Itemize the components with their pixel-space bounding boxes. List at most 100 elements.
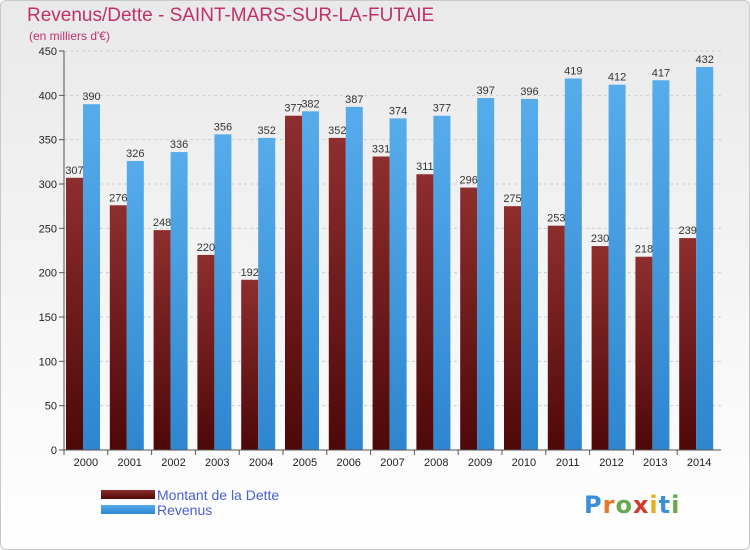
- bar-revenus: [696, 66, 714, 451]
- data-labels: 3073902763262483362203561923523773823523…: [65, 54, 714, 279]
- data-label-revenus: 387: [345, 94, 363, 106]
- bar-dette: [635, 256, 653, 450]
- data-label-dette: 331: [372, 144, 390, 156]
- legend: Montant de la Dette Revenus: [101, 486, 280, 518]
- logo-letter: i: [649, 491, 659, 519]
- y-tick-label: 0: [51, 445, 57, 457]
- y-tick-label: 50: [45, 401, 57, 413]
- bar-revenus: [170, 152, 188, 450]
- bar-revenus: [521, 98, 538, 450]
- bar-revenus: [433, 115, 451, 450]
- data-label-revenus: 377: [433, 103, 451, 115]
- legend-swatch-dette: [101, 490, 155, 499]
- logo-letter: P: [584, 491, 603, 519]
- x-tick-label: 2008: [424, 457, 448, 469]
- bar-dette: [241, 279, 259, 450]
- data-label-dette: 192: [241, 267, 259, 279]
- data-label-dette: 307: [65, 165, 83, 177]
- y-tick-label: 150: [39, 312, 57, 324]
- bar-dette: [109, 205, 127, 450]
- legend-item-dette: Montant de la Dette: [101, 486, 280, 503]
- data-label-dette: 218: [635, 244, 653, 256]
- bar-revenus: [608, 84, 626, 451]
- chart-title: Revenus/Dette - SAINT-MARS-SUR-LA-FUTAIE: [27, 5, 435, 26]
- bar-revenus: [258, 137, 276, 451]
- data-label-revenus: 432: [696, 54, 714, 66]
- x-tick-label: 2010: [512, 457, 536, 469]
- data-label-revenus: 352: [258, 125, 276, 137]
- data-label-revenus: 419: [564, 65, 582, 77]
- bar-dette: [66, 177, 83, 450]
- y-tick-label: 250: [39, 223, 57, 235]
- data-label-revenus: 382: [301, 98, 319, 110]
- y-tick-label: 450: [39, 46, 57, 58]
- bars: [66, 66, 714, 451]
- x-tick-label: 2001: [117, 457, 141, 469]
- bar-revenus: [652, 80, 670, 450]
- data-label-dette: 296: [460, 175, 478, 187]
- x-tick-label: 2002: [161, 457, 185, 469]
- data-label-dette: 377: [284, 103, 302, 115]
- logo-letter: r: [602, 491, 616, 519]
- bar-dette: [328, 137, 346, 451]
- y-tick-label: 300: [39, 179, 57, 191]
- bar-dette: [372, 156, 390, 450]
- x-tick-label: 2004: [249, 457, 273, 469]
- x-tick-label: 2000: [74, 457, 98, 469]
- bar-revenus: [345, 106, 363, 451]
- data-label-revenus: 326: [126, 148, 144, 160]
- bar-revenus: [564, 78, 582, 450]
- data-label-dette: 276: [109, 192, 127, 204]
- data-label-revenus: 356: [214, 121, 232, 133]
- data-label-revenus: 417: [652, 67, 670, 79]
- bar-revenus: [214, 134, 232, 450]
- x-tick-label: 2003: [205, 457, 229, 469]
- data-label-dette: 239: [679, 225, 697, 237]
- data-label-dette: 220: [197, 242, 215, 254]
- x-tick-label: 2014: [687, 457, 711, 469]
- bar-dette: [591, 246, 609, 450]
- bar-dette: [547, 225, 565, 450]
- data-label-dette: 253: [547, 213, 565, 225]
- data-label-dette: 248: [153, 217, 171, 229]
- x-tick-label: 2007: [380, 457, 404, 469]
- legend-label-dette: Montant de la Dette: [157, 486, 280, 503]
- data-label-revenus: 412: [608, 72, 626, 84]
- y-tick-label: 100: [39, 356, 57, 368]
- bar-dette: [153, 230, 171, 450]
- x-tick-label: 2012: [599, 457, 623, 469]
- logo-letter: t: [658, 491, 672, 519]
- x-tick-label: 2009: [468, 457, 492, 469]
- logo-letter: x: [632, 491, 650, 519]
- x-tick-label: 2013: [643, 457, 667, 469]
- data-label-dette: 311: [416, 161, 434, 173]
- bar-revenus: [126, 160, 144, 451]
- x-tick-label: 2011: [556, 457, 580, 469]
- proxiti-logo: Proxiti: [584, 491, 680, 519]
- bar-dette: [679, 238, 697, 450]
- axes: 0 50 100 150 200 250 300 350 400 450 2000 2001 2002 2…: [39, 46, 721, 469]
- data-label-revenus: 397: [477, 85, 495, 97]
- data-label-revenus: 396: [520, 86, 538, 98]
- y-tick-label: 400: [39, 90, 57, 102]
- data-label-dette: 275: [503, 193, 521, 205]
- y-tick-label: 200: [39, 268, 57, 280]
- bar-dette: [504, 206, 521, 450]
- chart-subtitle: (en milliers d'€): [29, 29, 110, 43]
- data-label-revenus: 390: [82, 91, 100, 103]
- bar-revenus: [83, 104, 100, 450]
- data-label-revenus: 336: [170, 139, 188, 151]
- y-tick-label: 350: [39, 135, 57, 147]
- bar-revenus: [477, 97, 495, 450]
- x-tick-label: 2006: [336, 457, 360, 469]
- bar-dette: [416, 174, 434, 450]
- data-label-dette: 230: [591, 233, 609, 245]
- legend-item-revenus: Revenus: [101, 501, 279, 518]
- legend-label-revenus: Revenus: [157, 501, 213, 518]
- logo-letter: o: [615, 491, 633, 519]
- legend-swatch-revenus: [101, 505, 155, 514]
- data-label-dette: 352: [328, 125, 346, 137]
- logo-letter: i: [671, 491, 681, 519]
